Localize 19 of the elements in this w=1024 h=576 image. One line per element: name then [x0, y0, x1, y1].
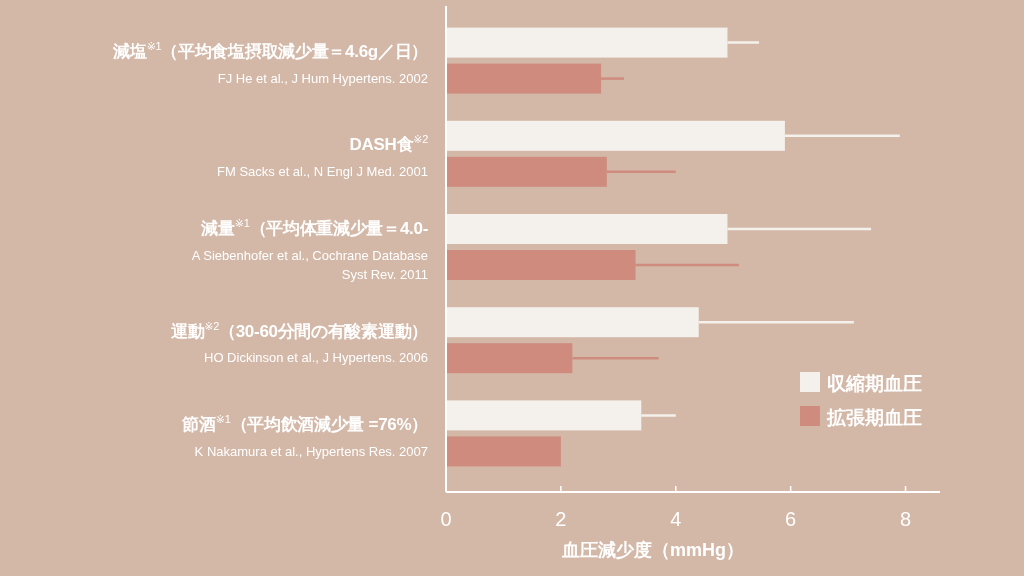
- y-tick-label: 減塩$^{※1}$（平均食塩摂取減少量＝4.6g／日）: [112, 39, 428, 63]
- y-tick-label: DASH食$^{※2}$: [348, 132, 428, 156]
- y-tick-label: 減量$^{※1}$（平均体重減少量＝4.0-: [200, 216, 428, 240]
- bar: [446, 436, 561, 467]
- y-tick-label: 節酒$^{※1}$（平均飲酒減少量 =76%）: [181, 411, 428, 436]
- legend-label: 収縮期血圧: [827, 373, 922, 394]
- x-tick-label: 4: [670, 508, 682, 530]
- text: K Nakamura et al., Hypertens Res. 2007: [193, 442, 428, 461]
- x-tick-label: 2: [555, 508, 567, 530]
- legend-label: 拡張期血圧: [826, 407, 922, 428]
- text: A Siebenhofer et al., Cochrane Database Syst Rev. 2011: [190, 246, 428, 284]
- text: HO Dickinson et al., J Hypertens. 2006: [203, 349, 428, 368]
- text: FM Sacks et al., N Engl J Med. 2001: [216, 162, 428, 181]
- x-tick-label: 8: [899, 508, 912, 530]
- x-axis-title: 血圧減少度（mmHg）: [560, 540, 745, 560]
- y-tick-label: 運動$^{※2}$（30-60分間の有酸素運動）: [169, 318, 428, 343]
- x-tick-label: 0: [440, 508, 452, 530]
- text: FJ He et al., J Hum Hypertens. 2002: [216, 69, 428, 88]
- x-tick-label: 6: [785, 508, 797, 530]
